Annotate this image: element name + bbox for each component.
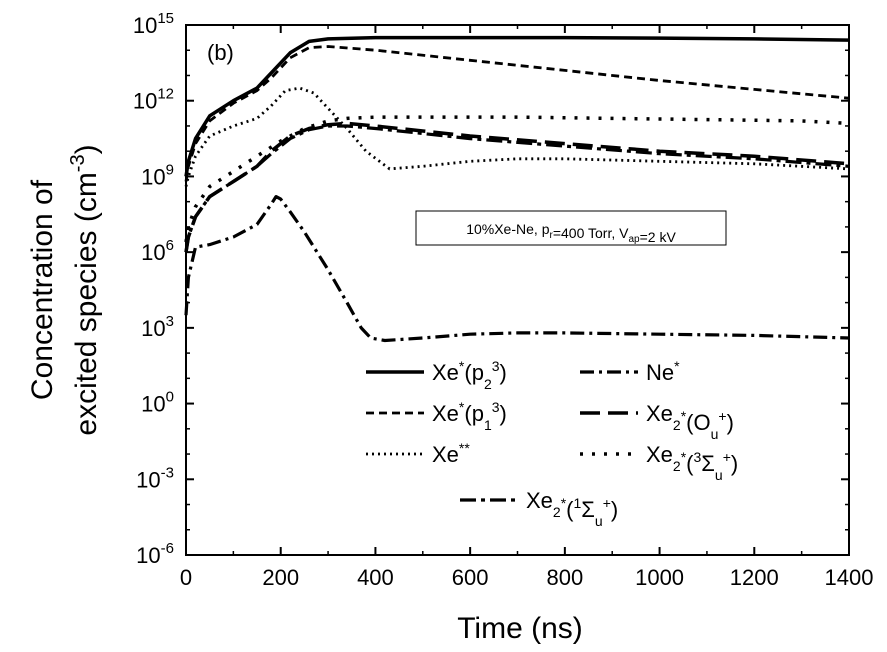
legend-label: Xe2*(1Σu+) — [526, 488, 618, 529]
y-tick-label: 103 — [141, 313, 174, 341]
series-line-3 — [184, 195, 850, 343]
x-tick-label: 600 — [452, 565, 489, 590]
legend-label: Ne* — [646, 358, 680, 385]
legend-entry: Xe*(p13) — [366, 399, 507, 433]
legend-entry: Xe** — [366, 440, 470, 467]
legend-entry: Xe2*(3Σu+) — [580, 442, 738, 483]
y-axis-label: Concentration of — [26, 179, 59, 400]
annotation-box — [415, 210, 727, 246]
series-line-4 — [184, 121, 850, 253]
legend-entry: Xe2*(Ou+) — [580, 401, 734, 442]
y-tick-label: 1012 — [133, 86, 174, 114]
text-layer: (b) Time (ns) — [207, 40, 583, 645]
series-line-6 — [184, 124, 850, 253]
series-line-2 — [184, 86, 850, 187]
x-tick-label: 0 — [180, 565, 192, 590]
series-line-1 — [184, 45, 850, 182]
panel-label: (b) — [207, 40, 234, 65]
y-tick-label: 100 — [141, 389, 174, 417]
legend-entry: Xe*(p23) — [366, 358, 507, 392]
x-tick-label: 1200 — [730, 565, 779, 590]
y-tick-label: 1015 — [133, 10, 174, 38]
x-axis-label: Time (ns) — [457, 612, 583, 645]
series-line-0 — [184, 35, 850, 177]
x-tick-label: 400 — [357, 565, 394, 590]
legend-label: Xe2*(Ou+) — [646, 401, 734, 442]
legend-label: Xe2*(3Σu+) — [646, 442, 738, 483]
plot-frame-layer: 0 200 400 600 800 1000 1200 1400 10-6 10-3 100 103 1… — [26, 10, 873, 590]
y-tick-label: 10-6 — [136, 540, 174, 568]
legend-entry: Xe2*(1Σu+) — [460, 488, 618, 529]
legend-label: Xe*(p23) — [432, 358, 507, 392]
y-tick-label: 10-3 — [136, 464, 174, 492]
condition-annotation: 10%Xe-Ne, pr=400 Torr, Vap=2 kV — [415, 210, 727, 246]
annotation-text: 10%Xe-Ne, pr=400 Torr, Vap=2 kV — [466, 221, 676, 245]
legend-entry: Ne* — [580, 358, 680, 385]
y-tick-label: 109 — [141, 161, 174, 189]
legend-label: Xe** — [432, 440, 470, 467]
y-tick-label: 106 — [141, 237, 174, 265]
x-tick-label: 200 — [262, 565, 299, 590]
x-tick-label: 1000 — [635, 565, 684, 590]
series-layer — [184, 35, 850, 343]
legend-label: Xe*(p13) — [432, 399, 507, 433]
legend: Xe*(p23) Ne* Xe*(p13) Xe2*(Ou+) Xe** Xe2*(3Σu… — [366, 358, 738, 529]
plot-frame — [185, 24, 850, 556]
y-axis-label-units: excited species (cm-3) — [67, 144, 103, 435]
x-tick-label: 800 — [546, 565, 583, 590]
x-tick-label: 1400 — [825, 565, 874, 590]
